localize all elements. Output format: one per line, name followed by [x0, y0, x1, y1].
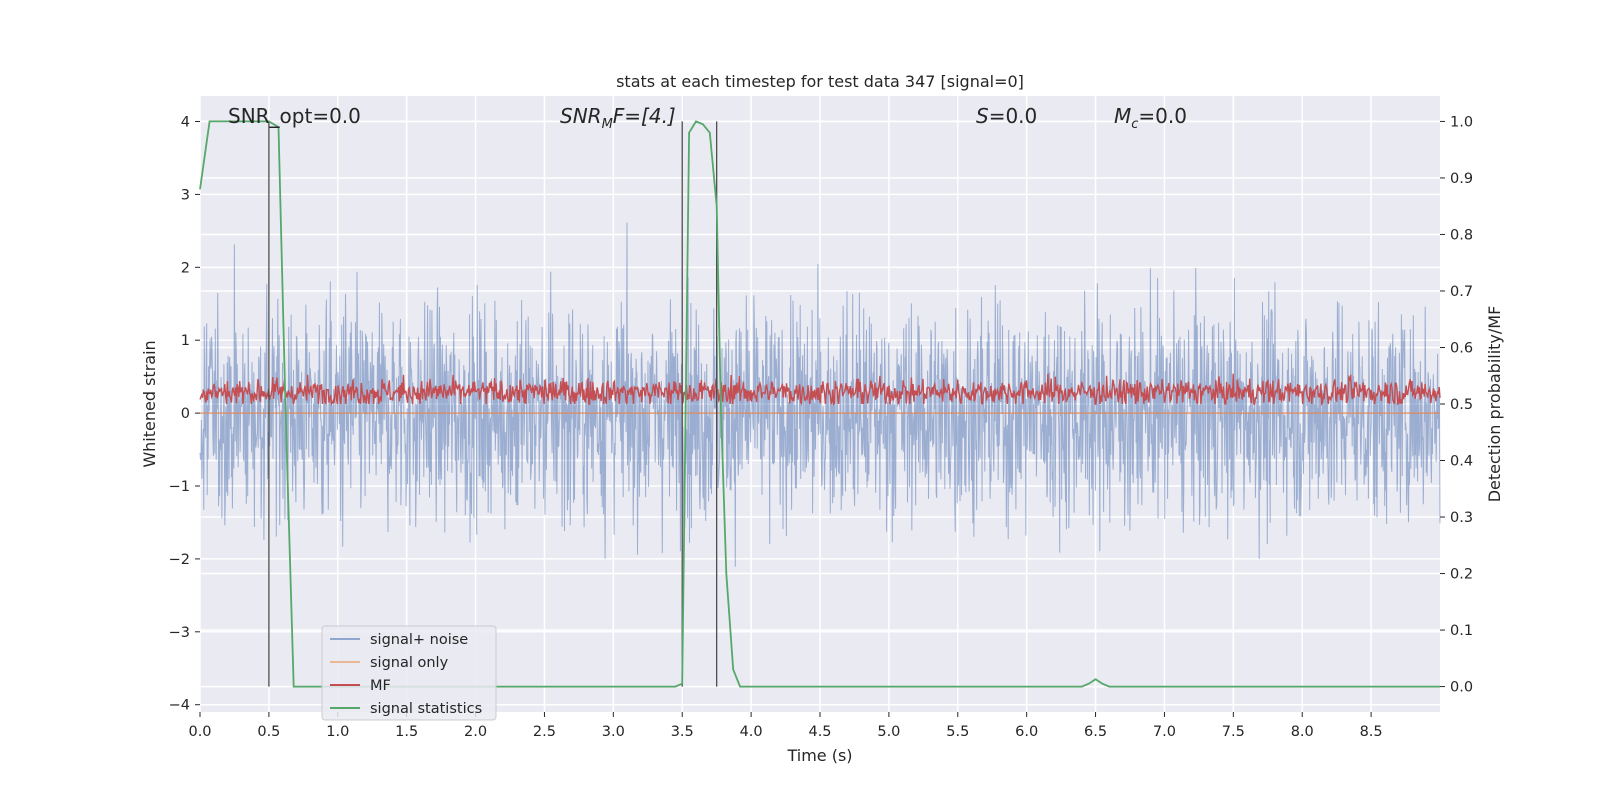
y-right-tick-label: 0.9	[1450, 171, 1473, 187]
signal-statistics-line	[199, 120, 1440, 688]
y-right-tick-label: 0.5	[1450, 397, 1473, 413]
y-right-tick-label: 0.6	[1450, 340, 1473, 356]
x-tick-label: 8.0	[1291, 724, 1314, 740]
legend-label-mf: MF	[370, 678, 391, 694]
x-tick-label: 6.5	[1084, 724, 1107, 740]
x-tick-label: 7.0	[1153, 724, 1176, 740]
x-tick-label: 3.5	[671, 724, 694, 740]
chart-title: stats at each timestep for test data 347…	[616, 72, 1024, 91]
x-tick-label: 6.0	[1015, 724, 1038, 740]
x-tick-label: 8.5	[1360, 724, 1383, 740]
y-tick-label: 4	[181, 115, 190, 131]
left-axis-ticks: 4 3 2 1 0 −1 −2 −3 −4	[169, 115, 200, 714]
y-right-tick-label: 0.4	[1450, 454, 1473, 470]
x-tick-label: 2.0	[464, 724, 487, 740]
y-tick-label: 1	[181, 333, 190, 349]
y-right-tick-label: 0.8	[1450, 227, 1473, 243]
x-axis-label: Time (s)	[786, 746, 852, 765]
snr-mf-annotation: SNRMF=[4.]	[560, 104, 676, 132]
mc-annotation: Mc=0.0	[1114, 104, 1187, 132]
legend: signal+ noise signal only MF signal stat…	[321, 625, 497, 721]
right-axis-ticks: 1.0 0.9 0.8 0.7 0.6 0.5 0.4 0.3 0.2 0.1 0.0	[1440, 114, 1473, 696]
y-tick-label: 3	[181, 187, 190, 203]
s-annotation: S=0.0	[976, 104, 1037, 128]
y-tick-label: −1	[169, 479, 190, 495]
x-tick-label: 4.5	[808, 724, 831, 740]
x-tick-label: 3.0	[602, 724, 625, 740]
mc-subscript: c	[1131, 117, 1138, 132]
x-tick-label: 1.0	[326, 724, 349, 740]
y-right-tick-label: 0.2	[1450, 567, 1473, 583]
y-axis-label: Whitened strain	[140, 340, 159, 467]
x-tick-label: 5.5	[946, 724, 969, 740]
legend-box	[321, 625, 497, 721]
x-tick-label: 1.5	[395, 724, 418, 740]
x-axis-ticks: 0.0 0.5 1.0 1.5 2.0 2.5 3.0 3.5 4.0 4.5 5.0 5.5 6.0 6…	[188, 712, 1383, 740]
x-tick-label: 7.5	[1222, 724, 1245, 740]
noise-line	[199, 222, 1441, 567]
x-tick-label: 5.0	[877, 724, 900, 740]
mc-symbol: M	[1114, 104, 1131, 128]
x-tick-label: 0.5	[257, 724, 280, 740]
mf-series	[199, 373, 1441, 406]
snr-opt-annotation: SNR_opt=0.0	[228, 104, 361, 128]
snr-mf-subscript: M	[602, 117, 613, 132]
y-right-tick-label: 0.7	[1450, 284, 1473, 300]
y-right-tick-label: 0.3	[1450, 510, 1473, 526]
legend-label-noise: signal+ noise	[370, 632, 468, 648]
x-tick-label: 4.0	[740, 724, 763, 740]
signal-statistics-series	[199, 120, 1440, 688]
y-tick-label: −3	[169, 625, 190, 641]
x-tick-label: 0.0	[188, 724, 211, 740]
x-tick-label: 2.5	[533, 724, 556, 740]
y-tick-label: −4	[169, 698, 190, 714]
s-rest: =0.0	[989, 104, 1038, 128]
legend-label-stats: signal statistics	[370, 701, 482, 717]
y-right-tick-label: 1.0	[1450, 114, 1473, 130]
y-right-axis-label: Detection probability/MF	[1485, 306, 1504, 503]
y-tick-label: −2	[169, 552, 190, 568]
legend-label-signal-only: signal only	[370, 655, 449, 671]
mc-rest: =0.0	[1138, 104, 1187, 128]
noise-series	[199, 222, 1441, 567]
s-symbol: S	[976, 104, 989, 128]
y-right-tick-label: 0.1	[1450, 623, 1473, 639]
y-right-tick-label: 0.0	[1450, 680, 1473, 696]
y-tick-label: 2	[181, 260, 190, 276]
snr-mf-rest: F=[4.]	[613, 104, 676, 128]
snr-mf-prefix: SNR	[560, 104, 602, 128]
y-tick-label: 0	[181, 406, 190, 422]
mf-line	[199, 373, 1441, 406]
